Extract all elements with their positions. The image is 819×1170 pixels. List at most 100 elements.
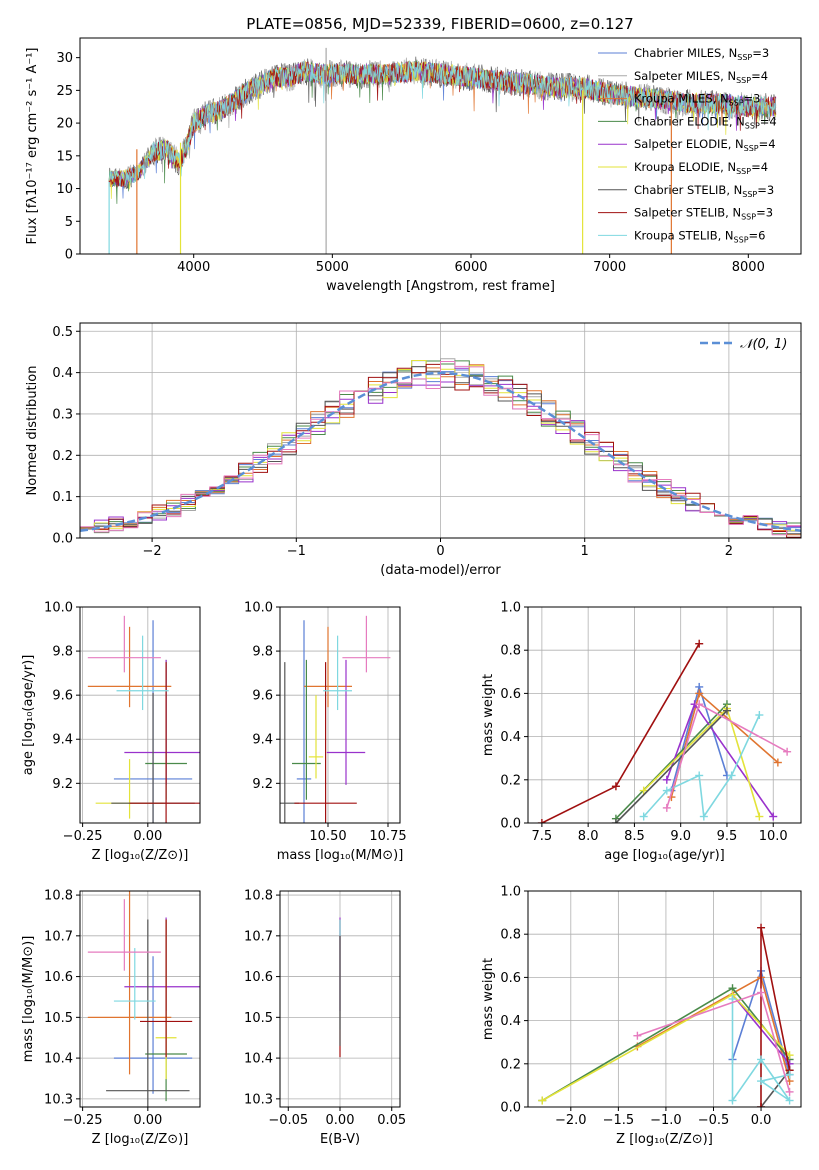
data-point-marker bbox=[662, 803, 671, 812]
data-point-marker bbox=[699, 812, 708, 821]
legend: Chabrier MILES, NSSP=3 Salpeter MILES, NS… bbox=[598, 46, 777, 244]
x-tick-label: −0.25 bbox=[63, 829, 103, 844]
x-axis-label: Z [log₁₀(Z/Z⊙)] bbox=[616, 1132, 713, 1147]
spectrum-series-line bbox=[108, 60, 777, 187]
y-tick-label: 10.7 bbox=[44, 929, 73, 944]
y-tick-label: 10.8 bbox=[44, 889, 73, 904]
data-point-marker bbox=[785, 1070, 794, 1079]
panel-4: 10.50 10.75 9.2 9.4 9.6 9.8 10.0 mass [log₁₀(M/… bbox=[244, 601, 407, 864]
x-tick-label: 0.00 bbox=[133, 829, 162, 844]
axes-frame bbox=[527, 606, 802, 824]
y-tick-label: 10.5 bbox=[244, 1011, 273, 1026]
axes-frame bbox=[527, 890, 802, 1108]
legend-entry: Chabrier STELIB, NSSP=3 bbox=[634, 183, 774, 199]
axes-frame bbox=[279, 606, 401, 824]
y-tick-label: 0.4 bbox=[500, 1014, 521, 1029]
axes-frame bbox=[79, 890, 201, 1108]
x-tick-label: −1.0 bbox=[650, 1113, 682, 1128]
y-tick-label: 10.6 bbox=[244, 970, 273, 985]
y-tick-label: 0.2 bbox=[52, 449, 73, 464]
x-tick-label: 5000 bbox=[316, 260, 349, 275]
y-tick-label: 0.8 bbox=[500, 928, 521, 943]
y-tick-label: 30 bbox=[56, 51, 73, 66]
data-point-marker bbox=[783, 747, 792, 756]
y-tick-label: 9.8 bbox=[252, 645, 273, 660]
y-tick-label: 0.6 bbox=[500, 971, 521, 986]
y-tick-label: 1.0 bbox=[500, 601, 521, 616]
plot-area bbox=[80, 891, 200, 1107]
data-point-marker bbox=[773, 758, 782, 767]
x-axis-label: (data-model)/error bbox=[380, 563, 501, 578]
legend-entry: Chabrier MILES, NSSP=3 bbox=[634, 46, 769, 62]
y-tick-label: 0.2 bbox=[500, 773, 521, 788]
data-point-marker bbox=[633, 1031, 642, 1040]
y-tick-label: 10.4 bbox=[44, 1052, 73, 1067]
x-tick-label: 10.75 bbox=[369, 829, 406, 844]
y-tick-label: 0.0 bbox=[500, 1101, 521, 1116]
data-point-marker bbox=[757, 1055, 766, 1064]
plot-area bbox=[280, 607, 400, 823]
legend-entry: Salpeter STELIB, NSSP=3 bbox=[634, 206, 773, 222]
legend-entry: Kroupa MILES, NSSP=3 bbox=[634, 92, 760, 108]
y-tick-label: 0.0 bbox=[500, 817, 521, 832]
x-tick-label: −0.05 bbox=[268, 1113, 308, 1128]
y-tick-label: 1.0 bbox=[500, 885, 521, 900]
y-tick-label: 20 bbox=[56, 117, 73, 132]
x-axis-label: Z [log₁₀(Z/Z⊙)] bbox=[92, 848, 189, 863]
gaussian-curve bbox=[80, 371, 801, 533]
x-tick-label: 8.5 bbox=[624, 829, 645, 844]
panel-6: −0.25 0.00 10.3 10.4 10.5 10.6 10.7 10.8 Z [log₁… bbox=[21, 889, 201, 1147]
plot-content bbox=[528, 891, 801, 1107]
y-tick-label: 10.8 bbox=[244, 889, 273, 904]
data-point-marker bbox=[695, 689, 704, 698]
y-tick-label: 0.2 bbox=[500, 1057, 521, 1072]
x-axis-label: wavelength [Angstrom, rest frame] bbox=[326, 279, 555, 294]
x-tick-label: 0.0 bbox=[751, 1113, 772, 1128]
y-tick-label: 10.4 bbox=[244, 1052, 273, 1067]
plot-content bbox=[528, 607, 801, 823]
x-tick-label: −0.25 bbox=[63, 1113, 103, 1128]
x-tick-label: 9.0 bbox=[670, 829, 691, 844]
y-tick-label: 10.0 bbox=[244, 601, 273, 616]
x-tick-label: 1 bbox=[581, 544, 589, 559]
mass-weight-series-line bbox=[731, 999, 791, 1104]
data-point-marker bbox=[755, 812, 764, 821]
legend-entry: Salpeter MILES, NSSP=4 bbox=[634, 69, 768, 85]
y-tick-label: 10.6 bbox=[44, 970, 73, 985]
y-tick-label: 10 bbox=[56, 182, 73, 197]
y-axis-label: mass weight bbox=[481, 674, 496, 756]
y-tick-label: 9.6 bbox=[52, 689, 73, 704]
x-tick-label: 7.5 bbox=[532, 829, 553, 844]
legend-entry: Kroupa STELIB, NSSP=6 bbox=[634, 228, 765, 244]
y-tick-label: 0 bbox=[65, 248, 73, 263]
data-point-marker bbox=[728, 1096, 737, 1105]
y-tick-label: 9.4 bbox=[252, 733, 273, 748]
plot-area bbox=[528, 891, 801, 1107]
y-tick-label: 25 bbox=[56, 84, 73, 99]
y-tick-label: 9.4 bbox=[52, 733, 73, 748]
data-point-marker bbox=[757, 1077, 766, 1086]
data-point-marker bbox=[695, 771, 704, 780]
plot-content bbox=[80, 891, 200, 1107]
x-axis-label: mass [log₁₀(M/M⊙)] bbox=[277, 848, 404, 863]
x-tick-label: 0.00 bbox=[326, 1113, 355, 1128]
x-tick-label: 10.0 bbox=[759, 829, 788, 844]
data-point-marker bbox=[662, 775, 671, 784]
x-tick-label: −2 bbox=[143, 544, 162, 559]
plot-content bbox=[80, 607, 200, 823]
y-axis-label: age [log₁₀(age/yr)] bbox=[21, 655, 36, 776]
x-tick-label: 8000 bbox=[732, 260, 765, 275]
mass-weight-series-line bbox=[643, 714, 761, 819]
x-tick-label: 10.50 bbox=[309, 829, 346, 844]
x-tick-label: 8.0 bbox=[578, 829, 599, 844]
data-point-marker bbox=[785, 1087, 794, 1096]
data-point-marker bbox=[695, 700, 704, 709]
x-tick-label: 0.05 bbox=[377, 1113, 406, 1128]
data-point-marker bbox=[769, 812, 778, 821]
legend-entry: Chabrier ELODIE, NSSP=4 bbox=[634, 114, 777, 130]
legend-entry: 𝒩(0, 1) bbox=[740, 337, 787, 352]
y-tick-label: 10.5 bbox=[44, 1011, 73, 1026]
data-point-marker bbox=[695, 639, 704, 648]
legend-entry: Salpeter ELODIE, NSSP=4 bbox=[634, 137, 776, 153]
y-tick-label: 10.3 bbox=[244, 1092, 273, 1107]
